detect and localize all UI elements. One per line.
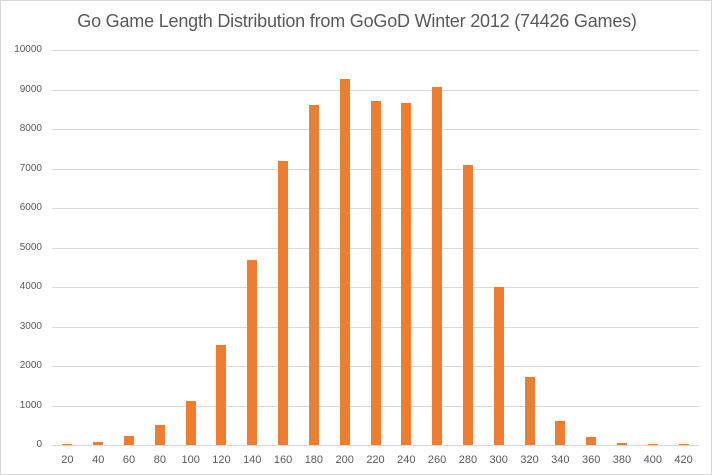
y-tick-label: 0 (36, 439, 42, 450)
x-tick-label: 120 (212, 454, 231, 466)
x-tick-label: 400 (643, 454, 662, 466)
x-tick-label: 380 (612, 454, 632, 466)
chart-title: Go Game Length Distribution from GoGoD W… (77, 11, 637, 31)
x-tick-label: 200 (335, 454, 354, 466)
bar-60 (124, 435, 135, 445)
y-tick-label: 8000 (19, 123, 42, 134)
bar-300 (493, 287, 504, 445)
y-tick-label: 3000 (19, 320, 42, 332)
bar-380 (616, 442, 627, 445)
bar-180 (308, 104, 319, 445)
x-tick-label: 280 (458, 454, 478, 466)
bar-280 (462, 164, 473, 445)
x-tick-label: 220 (366, 454, 385, 466)
x-tick-label: 160 (273, 454, 293, 466)
bar-340 (555, 420, 566, 445)
x-tick-label: 260 (427, 454, 447, 466)
bar-200 (339, 79, 350, 445)
x-tick-label: 20 (61, 454, 74, 466)
gridline (52, 50, 699, 51)
bar-240 (401, 103, 412, 445)
x-tick-label: 140 (243, 454, 262, 466)
y-tick-label: 6000 (19, 202, 42, 213)
bar-40 (93, 441, 104, 445)
bar-100 (185, 401, 196, 445)
x-tick-label: 420 (674, 454, 693, 466)
y-tick-label: 4000 (19, 281, 42, 292)
y-tick-label: 7000 (19, 162, 42, 174)
x-tick-label: 80 (153, 454, 166, 466)
x-tick-label: 340 (551, 454, 570, 466)
plot-area (52, 50, 699, 446)
x-tick-label: 360 (581, 454, 601, 466)
y-tick-label: 9000 (19, 83, 42, 95)
bar-20 (62, 443, 73, 445)
bar-220 (370, 101, 381, 445)
y-tick-label: 5000 (19, 241, 42, 253)
bar-80 (154, 424, 165, 445)
bar-320 (524, 376, 535, 445)
gridline (52, 89, 699, 91)
x-tick-label: 240 (397, 454, 416, 466)
y-tick-label: 2000 (19, 360, 42, 371)
x-tick-label: 100 (181, 454, 200, 466)
x-tick-label: 300 (489, 454, 508, 466)
x-tick-label: 320 (520, 454, 539, 466)
bar-400 (647, 443, 658, 445)
x-tick-label: 60 (122, 454, 136, 466)
bar-260 (432, 87, 443, 445)
gridline (52, 445, 699, 446)
x-tick-label: 180 (304, 454, 324, 466)
y-tick-label: 1000 (19, 399, 42, 411)
bar-120 (216, 345, 227, 445)
x-tick-label: 40 (92, 454, 105, 466)
bar-160 (278, 160, 289, 445)
bar-140 (247, 260, 258, 445)
bar-420 (678, 443, 689, 445)
y-tick-label: 10000 (14, 44, 42, 55)
bar-360 (586, 437, 597, 445)
